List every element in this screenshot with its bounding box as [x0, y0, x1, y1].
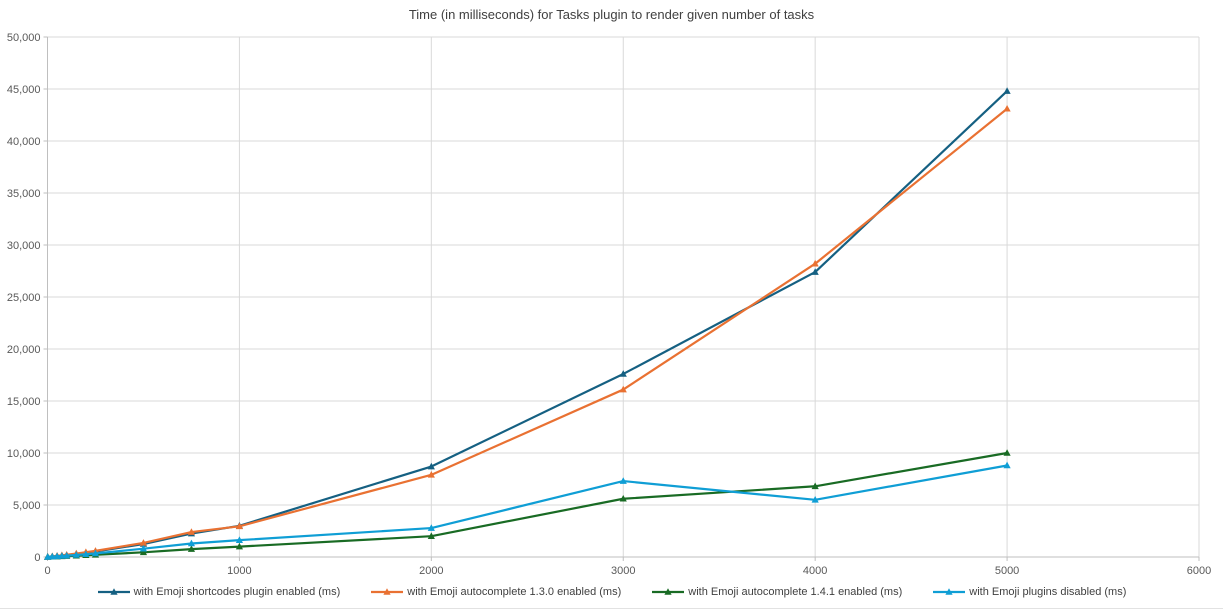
- legend-item: with Emoji plugins disabled (ms): [932, 586, 1126, 598]
- legend-item: with Emoji shortcodes plugin enabled (ms…: [97, 586, 341, 598]
- data-point-marker: [811, 259, 819, 267]
- y-tick-label: 25,000: [7, 292, 41, 304]
- x-tick-label: 0: [44, 565, 50, 577]
- series-line: [46, 107, 1009, 558]
- data-point-marker: [811, 496, 819, 503]
- data-point-marker: [235, 522, 244, 530]
- gridlines: [47, 36, 1200, 558]
- data-point-marker: [1003, 449, 1011, 456]
- legend-label: with Emoji autocomplete 1.4.1 enabled (m…: [688, 586, 903, 598]
- x-tick-label: 5000: [995, 565, 1019, 577]
- y-tick-label: 45,000: [7, 84, 41, 96]
- x-tick-label: 3000: [611, 565, 635, 577]
- legend-label: with Emoji plugins disabled (ms): [969, 586, 1127, 598]
- data-point-marker: [811, 482, 819, 490]
- page-bottom-divider: [0, 608, 1223, 609]
- axis-tick-labels: 0 1000 2000 3000 4000 5000 6000 0 5,000 10,000 15,…: [7, 32, 1211, 577]
- y-tick-label: 0: [34, 552, 40, 564]
- data-point-marker: [427, 471, 435, 478]
- plot-area: 0 1000 2000 3000 4000 5000 6000 0 5,000 10,000 15,…: [7, 32, 1211, 577]
- axis-ticks: [43, 36, 1200, 561]
- data-point-marker: [1003, 104, 1011, 112]
- x-tick-label: 1000: [227, 565, 251, 577]
- series-4: [44, 461, 1011, 560]
- y-tick-label: 30,000: [7, 240, 41, 252]
- legend-item: with Emoji autocomplete 1.4.1 enabled (m…: [651, 586, 902, 598]
- data-point-marker: [139, 544, 148, 552]
- data-point-marker: [1003, 461, 1011, 469]
- x-tick-label: 6000: [1187, 565, 1211, 577]
- y-tick-label: 40,000: [7, 136, 41, 148]
- legend-key-icon: [371, 588, 404, 595]
- data-point-marker: [58, 552, 66, 559]
- data-point-marker: [619, 370, 627, 377]
- data-point-marker: [427, 524, 435, 531]
- y-tick-label: 50,000: [7, 32, 41, 44]
- data-point-marker: [53, 552, 61, 560]
- data-point-marker: [1003, 87, 1011, 94]
- data-point-marker: [427, 532, 435, 539]
- data-point-marker: [235, 542, 244, 550]
- data-point-marker: [619, 385, 627, 393]
- data-point-marker: [235, 536, 244, 543]
- chart-title: Time (in milliseconds) for Tasks plugin …: [408, 7, 815, 22]
- legend-label: with Emoji autocomplete 1.3.0 enabled (m…: [407, 586, 622, 598]
- data-point-marker: [187, 528, 196, 535]
- data-point-marker: [48, 552, 56, 560]
- data-point-marker: [187, 545, 196, 552]
- legend-item: with Emoji autocomplete 1.3.0 enabled (m…: [370, 586, 621, 598]
- y-tick-label: 5,000: [13, 500, 41, 512]
- data-point-marker: [427, 462, 435, 470]
- data-point-marker: [811, 268, 819, 275]
- x-tick-label: 4000: [803, 565, 827, 577]
- legend-key-icon: [933, 588, 966, 595]
- y-tick-label: 10,000: [7, 448, 41, 460]
- legend-label: with Emoji shortcodes plugin enabled (ms…: [133, 586, 341, 598]
- legend: with Emoji shortcodes plugin enabled (ms…: [0, 586, 1223, 598]
- data-point-marker: [619, 494, 627, 502]
- legend-key-icon: [97, 588, 130, 595]
- data-point-marker: [91, 549, 100, 557]
- y-tick-label: 20,000: [7, 344, 41, 356]
- data-point-marker: [187, 539, 196, 547]
- data-point-marker: [619, 477, 627, 484]
- series-line: [46, 89, 1009, 558]
- series-1: [44, 87, 1011, 560]
- legend-key-icon: [652, 588, 685, 595]
- data-point-marker: [72, 551, 80, 558]
- data-point-marker: [63, 551, 71, 559]
- data-point-marker: [82, 550, 90, 558]
- y-tick-label: 15,000: [7, 396, 41, 408]
- data-point-marker: [139, 548, 148, 556]
- data-point-marker: [139, 539, 148, 546]
- y-tick-label: 35,000: [7, 188, 41, 200]
- x-tick-label: 2000: [419, 565, 443, 577]
